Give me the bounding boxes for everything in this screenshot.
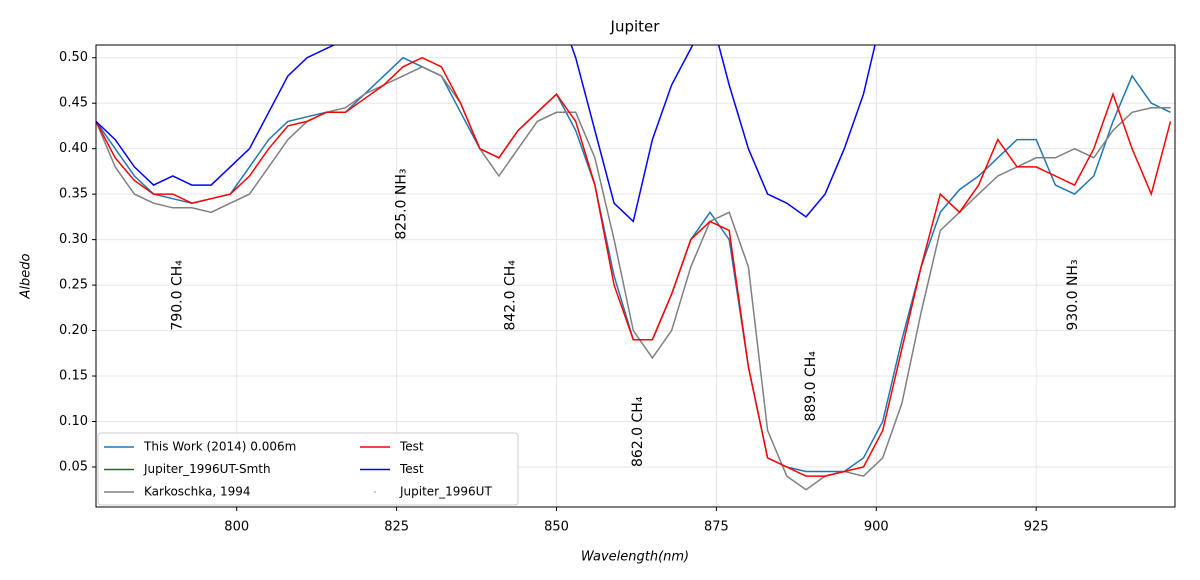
annotation: 842.0 CH₄ [502,260,518,331]
y-tick-label: 0.20 [59,323,88,338]
annotation: 930.0 NH₃ [1065,259,1081,330]
legend-label: This Work (2014) 0.006m [143,440,296,454]
x-tick-label: 800 [224,520,249,535]
x-tick-label: 850 [544,520,569,535]
plot-area [96,45,1172,491]
y-tick-label: 0.40 [59,141,88,156]
x-axis-label: Wavelength(nm) [581,550,689,565]
series-line [96,56,1172,477]
x-tick-label: 875 [704,520,729,535]
series-line [96,45,876,223]
y-tick-label: 0.10 [59,414,88,429]
series-line [96,65,1171,491]
legend-box [97,432,519,506]
legend-label: Jupiter_1996UT [399,485,492,499]
y-tick-label: 0.45 [59,96,88,111]
y-tick-label: 0.25 [59,278,88,293]
annotation: 825.0 NH₃ [394,168,410,239]
y-tick-label: 0.30 [59,232,88,247]
legend-label: Test [399,462,424,476]
y-tick-label: 0.15 [59,369,88,384]
y-tick-label: 0.35 [59,187,88,202]
legend-label: Test [399,440,424,454]
legend: This Work (2014) 0.006m Jupiter_1996UT-Sm… [97,432,519,506]
y-tick-label: 0.50 [59,50,88,65]
plot-frame [95,44,1176,508]
y-tick-label: 0.05 [59,459,88,474]
legend-label: Karkoschka, 1994 [144,485,251,499]
y-axis-label: Albedo [19,253,34,299]
chart-title: Jupiter [610,18,661,36]
annotation: 790.0 CH₄ [170,260,186,331]
legend-label: Jupiter_1996UT-Smth [143,462,271,476]
x-tick-label: 925 [1024,520,1049,535]
annotation: 862.0 CH₄ [630,396,646,467]
legend-marker [374,491,376,493]
x-tick-label: 825 [384,520,409,535]
x-tick-label: 900 [864,520,889,535]
annotation: 889.0 CH₄ [803,351,819,422]
